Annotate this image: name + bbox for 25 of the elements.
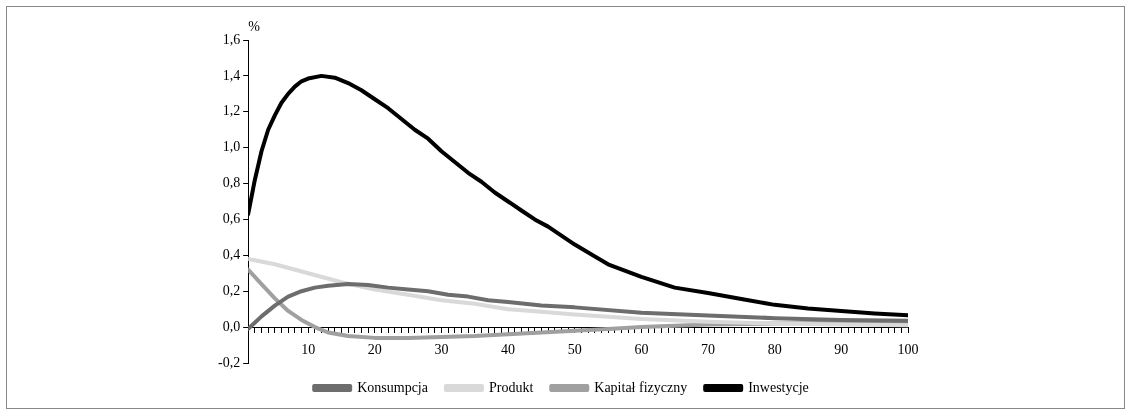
y-tick-label: 0,8 (222, 175, 241, 191)
x-tick-label: 60 (634, 342, 649, 358)
x-tick-label: 20 (367, 342, 382, 358)
y-tick-label: 1,0 (222, 139, 241, 155)
y-tick-label: 1,4 (222, 67, 241, 83)
x-tick-label: 70 (701, 342, 716, 358)
x-tick-label: 90 (834, 342, 849, 358)
y-tick-label: 1,2 (222, 103, 241, 119)
y-tick-label: 0,6 (222, 211, 241, 227)
x-tick-label: 40 (501, 342, 516, 358)
y-tick-label: 0,2 (222, 282, 241, 298)
x-tick-label: 80 (767, 342, 782, 358)
x-tick-label: 50 (567, 342, 582, 358)
legend-label: Inwestycje (748, 379, 809, 395)
y-tick-label: 1,6 (222, 31, 241, 47)
x-tick-label: 100 (897, 342, 919, 358)
y-axis-title: % (248, 18, 261, 34)
y-tick-label: 0,0 (222, 318, 241, 334)
legend-label: Produkt (488, 379, 534, 395)
x-tick-label: 30 (434, 342, 449, 358)
legend-label: Kapitał fizyczny (594, 379, 688, 395)
y-tick-label: -0,2 (217, 354, 241, 370)
y-tick-label: 0,4 (222, 247, 241, 263)
x-tick-label: 10 (301, 342, 316, 358)
legend-label: Konsumpcja (357, 379, 429, 395)
